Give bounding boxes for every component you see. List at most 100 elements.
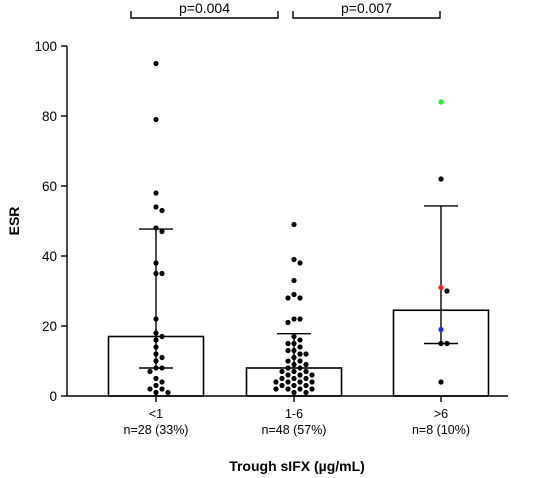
data-point: [273, 386, 279, 392]
data-point: [285, 340, 291, 347]
data-point: [159, 386, 165, 392]
data-point: [285, 372, 291, 378]
data-point: [147, 368, 153, 375]
y-tick-label: 0: [49, 389, 57, 404]
y-tick-label: 60: [42, 179, 57, 194]
data-point: [303, 375, 309, 382]
data-point: [291, 389, 297, 396]
data-point: [291, 221, 297, 228]
data-point: [279, 368, 285, 375]
data-point: [153, 190, 159, 196]
y-axis-title: ESR: [6, 207, 22, 236]
label-layer: 0 20 40 60 80 100 <1 n=28 (33%) 1-6 n=48 (57%) >6 n…: [34, 39, 470, 437]
data-point: [303, 351, 309, 357]
data-point: [303, 361, 309, 368]
data-point: [291, 361, 297, 368]
data-point: [291, 368, 297, 375]
data-point: [297, 316, 303, 322]
data-point: [153, 365, 159, 371]
data-point: [153, 330, 159, 336]
data-point: [291, 333, 297, 340]
data-point: [153, 270, 159, 277]
data-point: [153, 382, 159, 389]
x-tick-label: <1: [149, 407, 163, 421]
data-point: [438, 326, 444, 333]
data-point: [285, 386, 291, 392]
data-point: [297, 351, 303, 357]
data-point: [438, 176, 444, 182]
data-point: [291, 347, 297, 354]
data-point: [159, 228, 165, 235]
data-point: [159, 365, 165, 371]
data-point: [153, 316, 159, 322]
x-tick-sublabel: n=28 (33%): [124, 423, 189, 437]
data-point: [291, 277, 297, 284]
data-point: [159, 333, 165, 340]
data-point: [153, 389, 159, 396]
data-point: [165, 389, 171, 396]
data-point: [297, 372, 303, 378]
data-point: [153, 375, 159, 382]
data-point: [303, 368, 309, 375]
data-point: [153, 351, 159, 357]
data-point: [153, 337, 159, 343]
data-point: [291, 291, 297, 298]
data-point: [291, 354, 297, 361]
data-point: [291, 382, 297, 389]
data-point: [159, 354, 165, 361]
data-point: [444, 288, 450, 294]
data-point: [303, 389, 309, 396]
data-point: [291, 256, 297, 263]
data-point: [159, 207, 165, 214]
data-point: [153, 116, 159, 123]
data-point: [297, 344, 303, 350]
data-point: [438, 284, 444, 291]
x-tick-label: >6: [434, 407, 448, 421]
y-tick-label: 20: [42, 319, 57, 334]
data-point: [309, 379, 315, 385]
axis-layer: [61, 45, 508, 402]
p-value-label: p=0.004: [179, 0, 230, 16]
data-point: [297, 365, 303, 371]
data-point: [147, 386, 153, 392]
data-point: [285, 295, 291, 301]
y-tick-label: 40: [42, 249, 57, 264]
p-value-label: p=0.007: [341, 0, 392, 16]
data-point: [285, 319, 291, 326]
data-point: [297, 260, 303, 266]
y-tick-label: 100: [34, 39, 57, 54]
data-point: [297, 386, 303, 392]
point-layer: [139, 60, 458, 396]
x-tick-sublabel: n=8 (10%): [412, 423, 470, 437]
data-point: [291, 375, 297, 382]
data-point: [297, 358, 303, 364]
data-point: [297, 379, 303, 385]
data-point: [153, 344, 159, 350]
data-point: [438, 99, 444, 105]
significance-bracket: [130, 11, 279, 19]
data-point: [303, 382, 309, 389]
data-point: [291, 340, 297, 347]
data-point: [309, 386, 315, 392]
data-point: [153, 225, 159, 231]
data-point: [285, 358, 291, 364]
data-point: [297, 337, 303, 343]
data-point: [153, 260, 159, 266]
significance-layer: p=0.004 p=0.007: [130, 0, 441, 19]
x-tick-label: 1-6: [285, 407, 303, 421]
data-point: [285, 365, 291, 371]
data-point: [444, 340, 450, 347]
data-point: [153, 204, 159, 210]
y-tick-label: 80: [42, 109, 57, 124]
data-point: [159, 379, 165, 385]
data-point: [285, 347, 291, 354]
data-point: [438, 340, 444, 347]
data-point: [159, 270, 165, 277]
data-point: [153, 60, 159, 67]
data-point: [279, 382, 285, 389]
data-point: [279, 375, 285, 382]
x-tick-sublabel: n=48 (57%): [262, 423, 327, 437]
data-point: [438, 379, 444, 385]
